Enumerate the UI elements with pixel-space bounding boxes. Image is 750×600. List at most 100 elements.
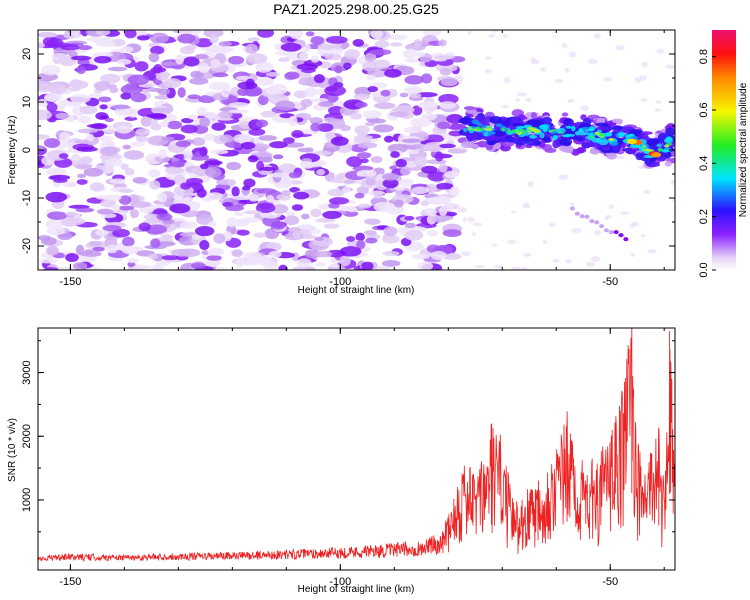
spectrogram-noise-blob — [70, 155, 82, 161]
spectrogram-noise-blob — [243, 252, 263, 261]
spectrogram-noise-blob — [40, 64, 61, 76]
spectrogram-noise-blob — [310, 97, 329, 103]
spectrogram-noise-blob — [390, 151, 400, 158]
spectrogram-noise-blob — [427, 171, 446, 182]
spectrogram-noise-blob — [296, 258, 312, 268]
spectrogram-noise-blob — [587, 58, 598, 65]
colorbar-tick-label: 0.2 — [698, 209, 710, 224]
spectrogram-noise-blob — [640, 233, 646, 238]
spectrogram-noise-blob — [38, 42, 46, 49]
spectrogram-noise-blob — [384, 68, 402, 78]
spectrogram-signal-blob — [511, 129, 516, 133]
spectrogram-noise-blob — [161, 255, 180, 261]
spectrogram-noise-blob — [56, 100, 66, 112]
spectrogram-noise-blob — [247, 155, 259, 163]
spectrogram-noise-blob — [424, 208, 436, 214]
spectrogram-noise-blob — [437, 121, 451, 130]
spectrogram-signal-blob — [613, 230, 619, 235]
spectrogram-signal-blob — [577, 147, 585, 154]
spectrogram-noise-blob — [357, 203, 372, 209]
spectrogram-noise-blob — [313, 74, 325, 84]
spectrogram-noise-blob — [328, 197, 350, 205]
spectrogram-signal-blob — [492, 129, 506, 137]
spectrogram-noise-blob — [417, 261, 434, 270]
spectrogram-noise-blob — [461, 251, 471, 256]
spectrogram-noise-blob — [404, 75, 424, 85]
spectrogram-signal-blob — [608, 137, 614, 141]
spectrogram-noise-blob — [77, 128, 98, 134]
spectrogram-noise-blob — [298, 52, 309, 61]
spectrogram-noise-blob — [342, 186, 352, 194]
spectrogram-noise-blob — [216, 267, 228, 270]
spectrogram-noise-blob — [357, 142, 378, 149]
spectrogram-noise-blob — [180, 182, 192, 190]
spectrogram-noise-blob — [123, 150, 145, 160]
spectrogram-noise-blob — [354, 101, 368, 108]
spectrogram-noise-blob — [272, 154, 284, 160]
spectrogram-noise-blob — [484, 69, 493, 74]
spectrogram-noise-blob — [136, 135, 148, 143]
spectrogram-noise-blob — [270, 221, 286, 230]
spectrogram-signal-blob — [611, 125, 624, 131]
spectrogram-noise-blob — [149, 119, 159, 126]
spectrogram-noise-blob — [63, 217, 86, 226]
spectrogram-noise-blob — [446, 123, 466, 130]
spectrogram-signal-blob — [599, 133, 606, 137]
spectrogram-noise-blob — [95, 40, 117, 48]
spectrogram-noise-blob — [438, 93, 459, 105]
spectrogram-noise-blob — [56, 266, 74, 270]
spectrogram-noise-blob — [129, 201, 152, 208]
colorbar-tick-label: 0.4 — [698, 156, 710, 171]
spectrogram-noise-blob — [156, 73, 169, 81]
spectrogram-noise-blob — [203, 111, 217, 119]
spectrogram-noise-blob — [346, 156, 363, 168]
spectrogram-noise-blob — [149, 180, 161, 190]
spectrogram-noise-blob — [150, 45, 165, 55]
spectrogram-noise-blob — [231, 218, 250, 227]
spectrogram-noise-blob — [72, 262, 88, 270]
spectrogram-noise-blob — [367, 86, 379, 93]
spectrogram-noise-blob — [120, 92, 132, 100]
spectrogram-noise-blob — [285, 211, 295, 217]
spectrogram-noise-blob — [225, 205, 245, 212]
spectrogram-noise-blob — [540, 67, 546, 72]
spectrogram-noise-blob — [46, 102, 58, 113]
spectrogram-noise-blob — [510, 266, 521, 270]
spectrogram-noise-blob — [602, 77, 613, 82]
spectrogram-noise-blob — [549, 222, 556, 227]
spectrogram-signal-blob — [558, 138, 573, 146]
spectrogram-signal-blob — [611, 118, 623, 124]
snr-series-line — [38, 336, 675, 563]
spectrogram-noise-blob — [235, 256, 245, 268]
spectrogram-noise-blob — [187, 114, 198, 120]
spectrogram-signal-blob — [467, 128, 475, 131]
colorbar-tick-label: 0.0 — [698, 262, 710, 277]
spectrogram-noise-blob — [231, 186, 240, 197]
spectrogram-noise-blob — [360, 158, 369, 164]
spectrogram-noise-blob — [45, 219, 64, 229]
spectrogram-signal-blob — [571, 125, 576, 132]
spectrogram-signal-blob — [667, 139, 673, 143]
snr-xtick-label: -150 — [59, 576, 81, 588]
spectrogram-noise-blob — [383, 135, 394, 143]
spectrogram-noise-blob — [229, 112, 243, 120]
spectrogram-noise-blob — [156, 213, 173, 221]
spectrogram-noise-blob — [121, 245, 138, 255]
spectrogram-noise-blob — [571, 228, 582, 234]
spectrogram-noise-blob — [414, 156, 428, 167]
spectrogram-noise-blob — [239, 121, 252, 130]
spectrogram-noise-blob — [255, 119, 269, 128]
spectrogram-signal-blob — [539, 132, 545, 139]
spectrogram-noise-blob — [187, 94, 201, 100]
spectrogram-noise-blob — [226, 161, 242, 171]
spectrogram-noise-blob — [615, 45, 625, 51]
spectrogram-noise-blob — [95, 229, 109, 236]
spectrogram-signal-blob — [568, 134, 576, 137]
spectrogram-noise-blob — [138, 222, 151, 232]
spectrogram-noise-blob — [206, 255, 222, 261]
spectrogram-noise-blob — [70, 94, 91, 104]
spectrogram-noise-blob — [373, 201, 395, 213]
spectrogram-noise-blob — [422, 30, 441, 37]
spectrogram-noise-blob — [656, 48, 665, 54]
